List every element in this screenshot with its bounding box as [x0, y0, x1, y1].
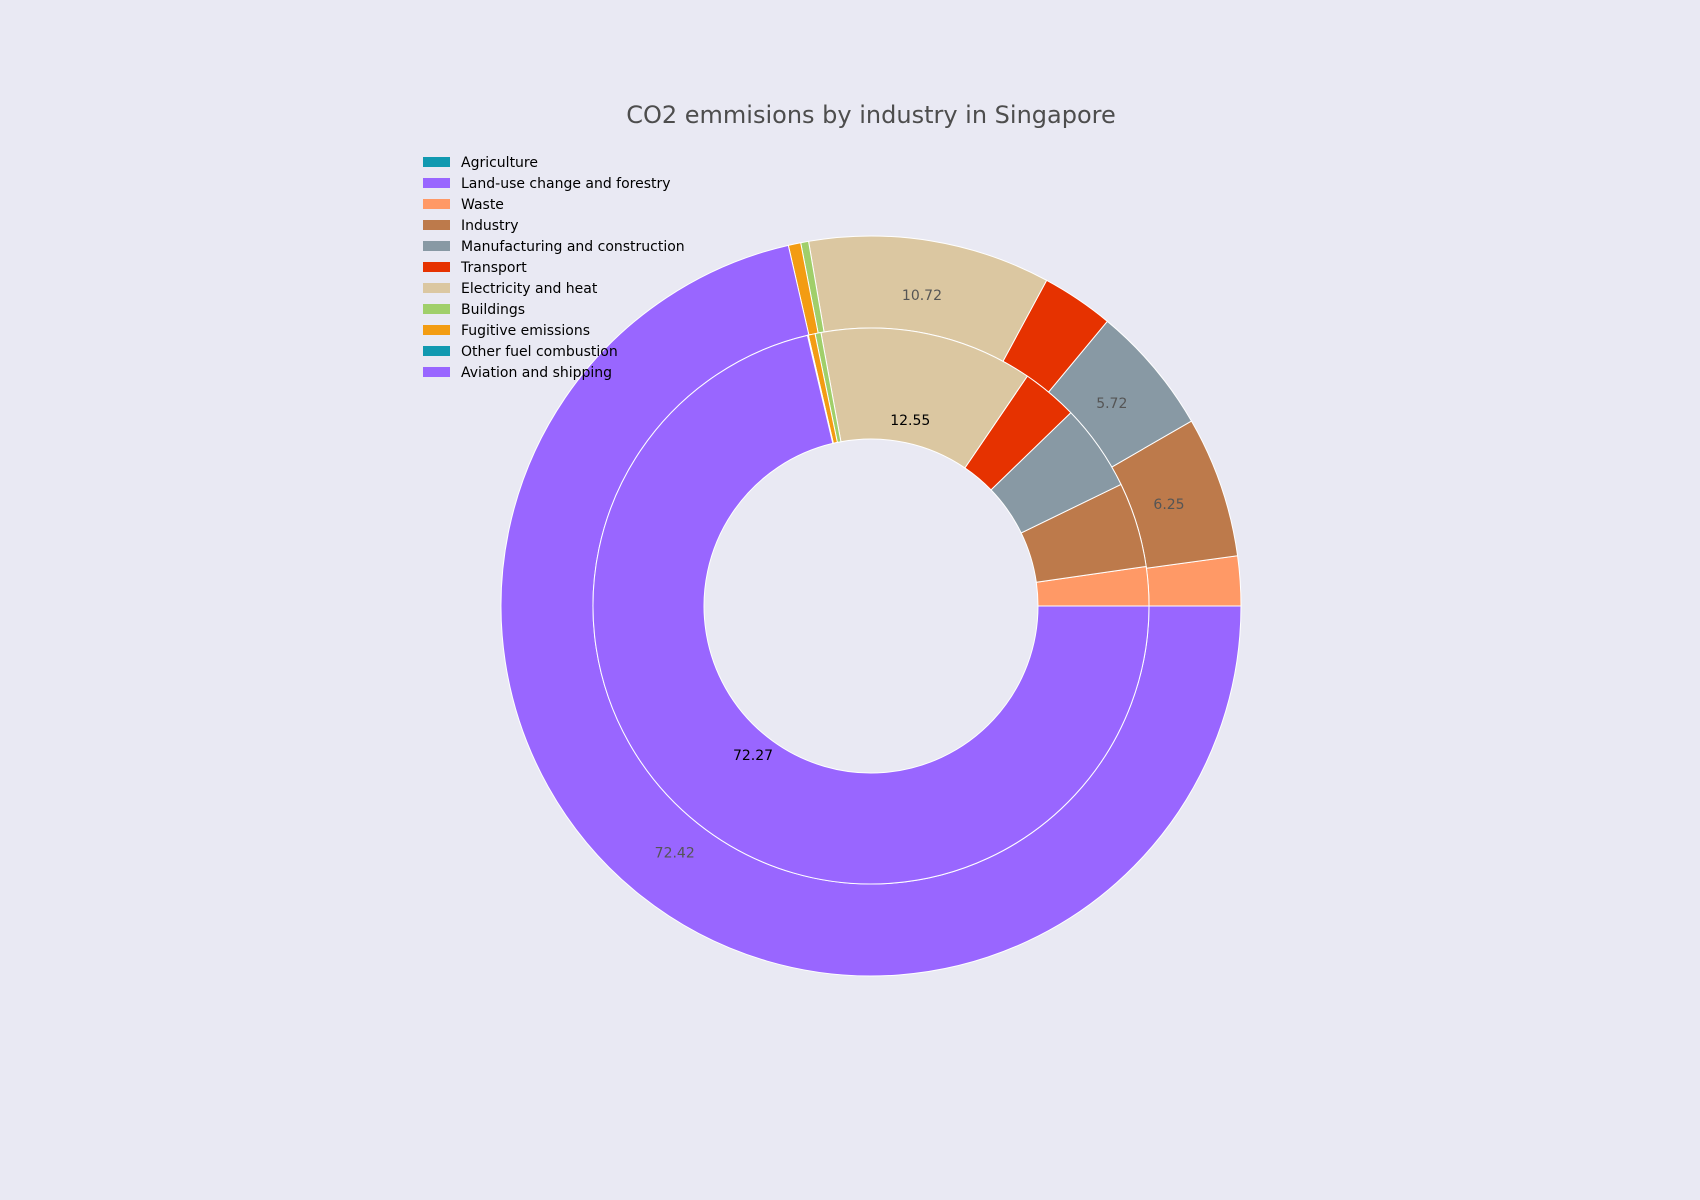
legend-label-manufacturing-and-construction: Manufacturing and construction [461, 239, 685, 255]
inner-ring [592, 327, 1150, 885]
legend-swatch-electricity-and-heat [423, 283, 450, 293]
legend-swatch-buildings [423, 304, 450, 314]
legend-swatch-manufacturing-and-construction [423, 241, 450, 251]
legend-swatch-fugitive-emissions [423, 325, 450, 335]
legend-label-other-fuel-combustion: Other fuel combustion [461, 344, 618, 360]
outer-ring-label-aviation-and-shipping: 72.42 [655, 845, 695, 861]
legend-label-buildings: Buildings [461, 302, 525, 318]
inner-ring-label-aviation-and-shipping: 72.27 [733, 748, 773, 764]
legend: Agriculture Land-use change and forestry W… [423, 155, 685, 381]
legend-swatch-other-fuel-combustion [423, 346, 450, 356]
slice-labels: 6.25 5.72 10.72 72.42 12.55 72.27 [655, 288, 1185, 861]
outer-ring-label-industry: 6.25 [1153, 497, 1184, 513]
legend-swatch-land-use-change-and-forestry [423, 178, 450, 188]
chart-title: CO2 emmisions by industry in Singapore [626, 101, 1116, 129]
legend-label-land-use-change-and-forestry: Land-use change and forestry [461, 176, 671, 192]
legend-label-fugitive-emissions: Fugitive emissions [461, 323, 590, 339]
legend-label-agriculture: Agriculture [461, 155, 538, 171]
legend-swatch-industry [423, 220, 450, 230]
legend-label-aviation-and-shipping: Aviation and shipping [461, 365, 612, 381]
legend-label-electricity-and-heat: Electricity and heat [461, 281, 598, 297]
outer-ring-label-manufacturing-and-construction: 5.72 [1096, 396, 1127, 412]
legend-label-industry: Industry [461, 218, 519, 234]
legend-swatch-transport [423, 262, 450, 272]
legend-swatch-waste [423, 199, 450, 209]
outer-ring [500, 235, 1242, 977]
inner-ring-label-electricity-and-heat: 12.55 [890, 413, 930, 429]
legend-label-transport: Transport [460, 260, 527, 276]
outer-ring-label-electricity-and-heat: 10.72 [902, 288, 942, 304]
legend-label-waste: Waste [461, 197, 504, 213]
legend-swatch-agriculture [423, 157, 450, 167]
legend-swatch-aviation-and-shipping [423, 367, 450, 377]
inner-ring-slice-aviation-and-shipping [592, 334, 1150, 885]
